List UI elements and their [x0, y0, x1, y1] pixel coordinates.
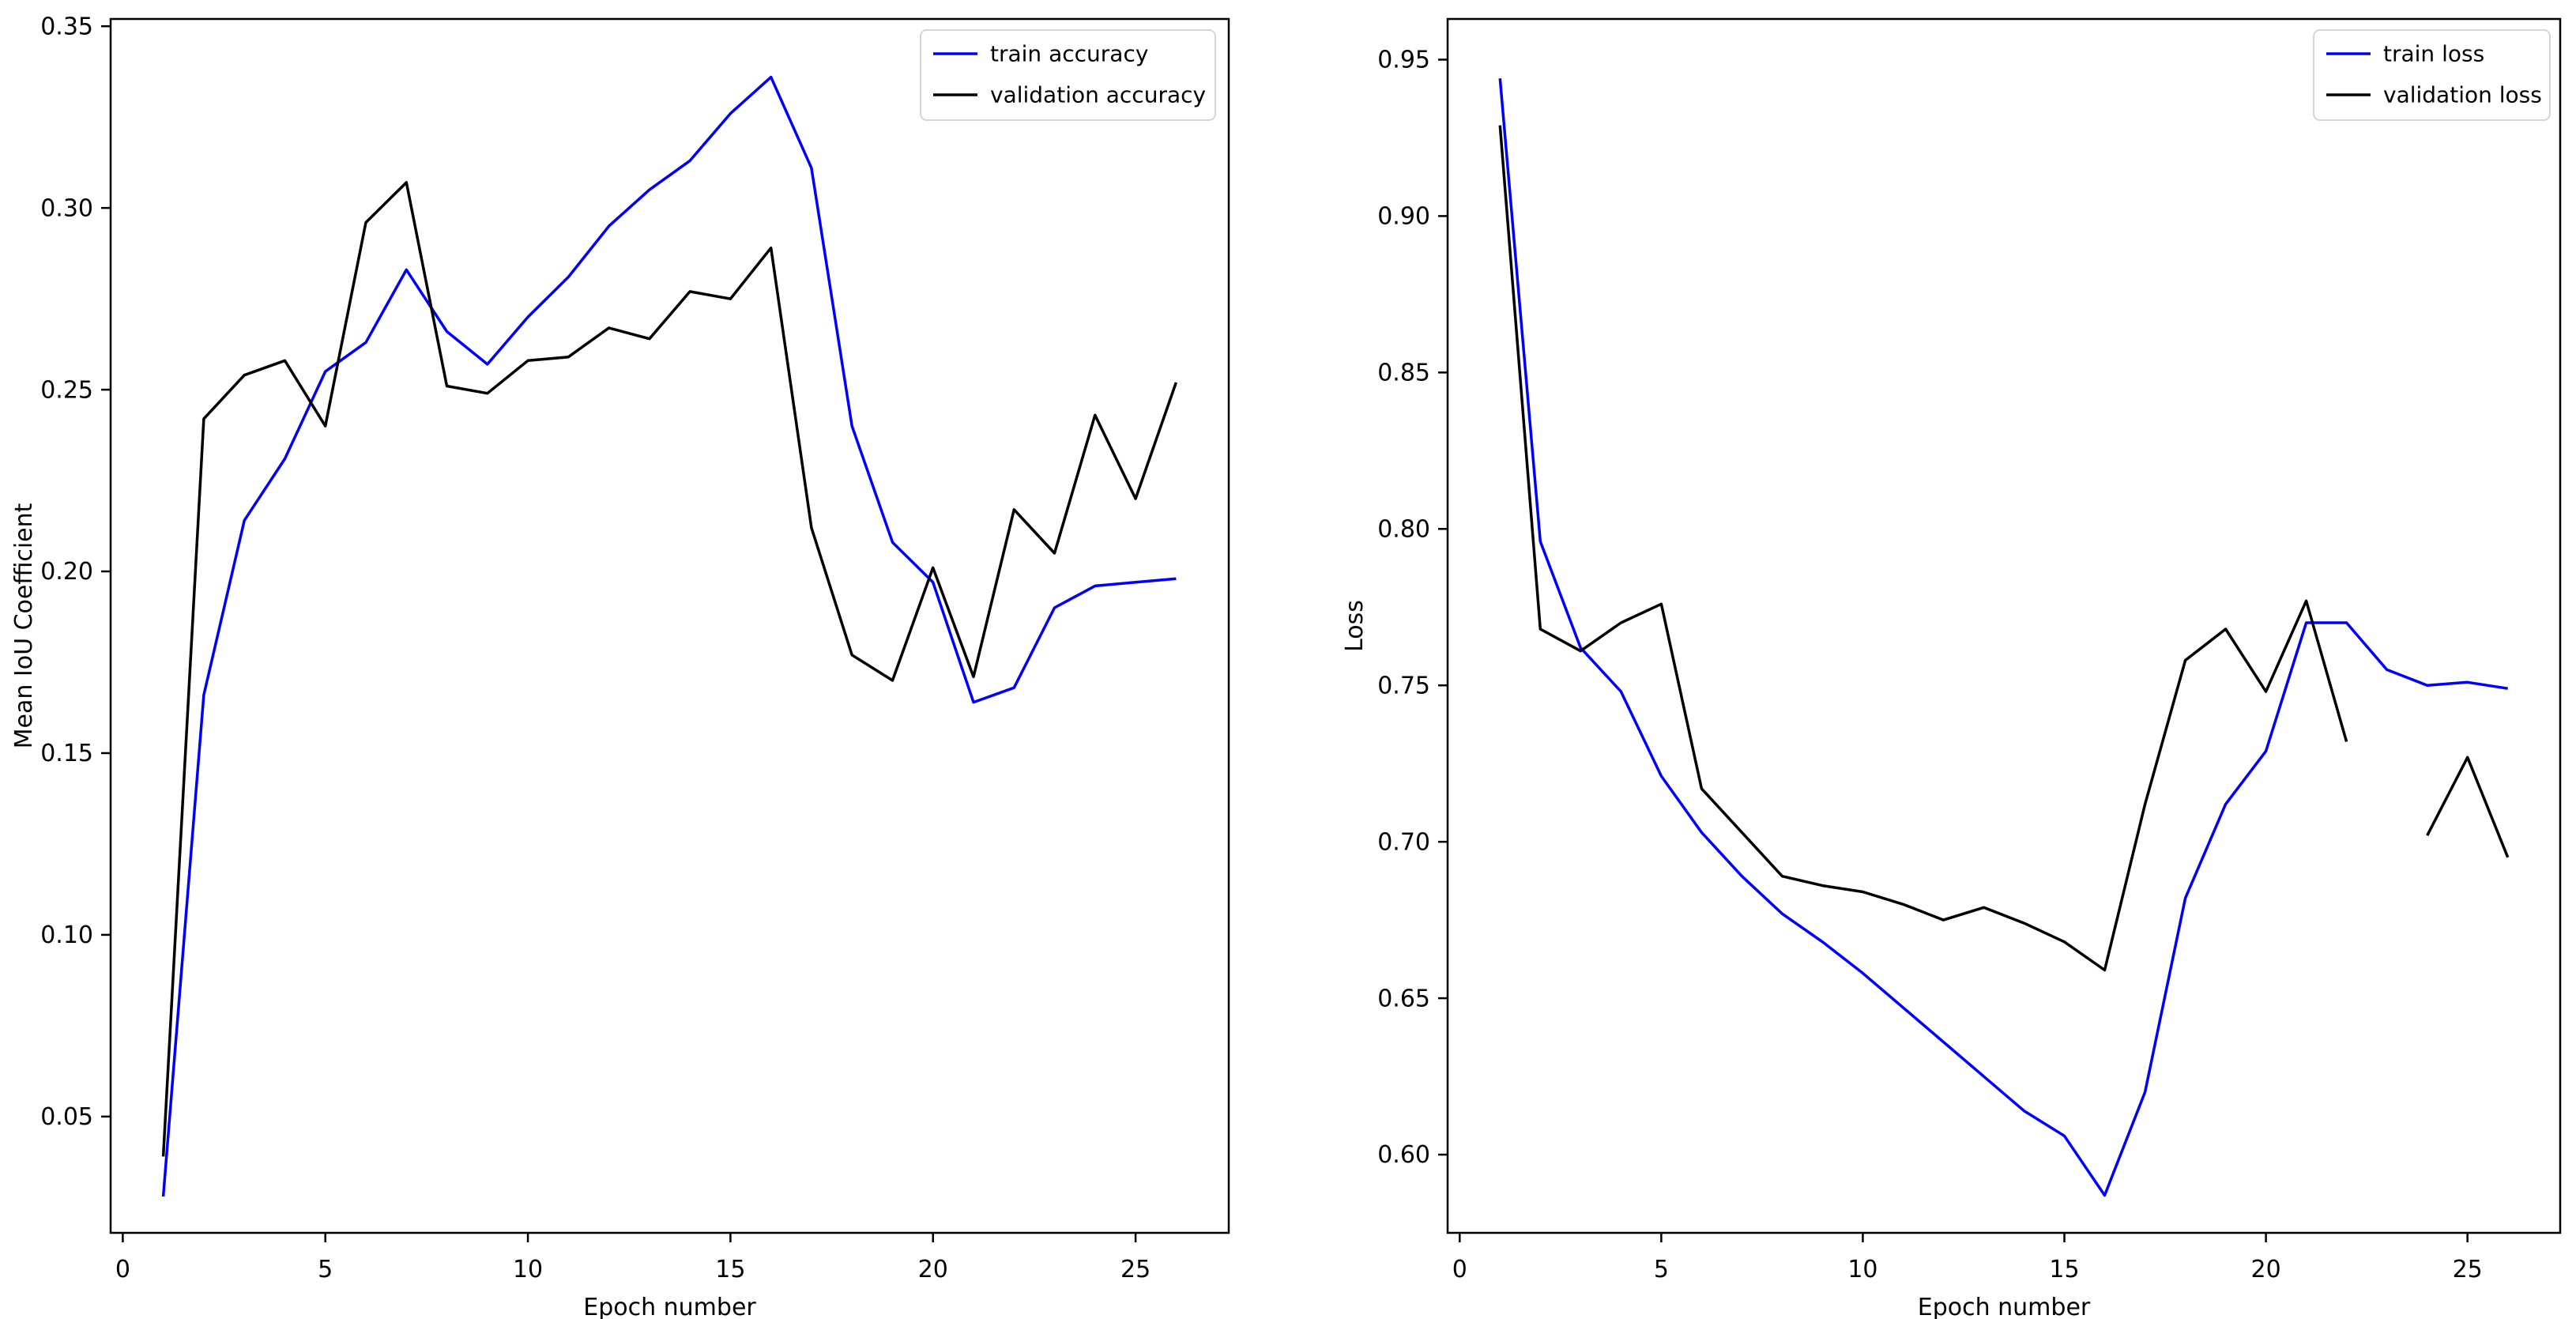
legend: train accuracy validation accuracy — [920, 29, 1216, 121]
legend: train loss validation loss — [2313, 29, 2551, 121]
legend-box — [920, 29, 1216, 121]
y-tick-label: 0.05 — [40, 1103, 93, 1131]
x-tick-label: 10 — [1847, 1256, 1877, 1283]
plot-border — [1446, 17, 2562, 1234]
y-tick-label: 0.80 — [1377, 515, 1430, 543]
y-tick-label: 0.15 — [40, 740, 93, 767]
y-tick-label: 0.85 — [1377, 360, 1430, 387]
x-tick-label: 20 — [918, 1256, 948, 1283]
train-loss-line — [1498, 78, 2508, 1197]
y-tick-label: 0.35 — [40, 13, 93, 40]
y-tick-label: 0.60 — [1377, 1141, 1430, 1169]
legend-label: train loss — [2383, 41, 2484, 67]
validation-accuracy-line — [161, 181, 1178, 1157]
loss-chart: 0.60 0.65 0.70 0.75 0.80 0.85 0.90 0.95 0 5 10 15 20… — [1341, 17, 2562, 1319]
x-tick-label: 20 — [2251, 1256, 2281, 1283]
legend-label: validation accuracy — [990, 82, 1206, 108]
validation-loss-line — [1498, 125, 2510, 972]
plot-border — [109, 17, 1230, 1234]
y-tick-label: 0.90 — [1377, 203, 1430, 231]
y-tick-label: 0.25 — [40, 376, 93, 404]
x-tick-label: 15 — [715, 1256, 745, 1283]
x-tick-label: 10 — [513, 1256, 543, 1283]
legend-label: validation loss — [2383, 82, 2542, 108]
x-axis-label: Epoch number — [583, 1294, 756, 1319]
x-tick-label: 15 — [2049, 1256, 2079, 1283]
y-tick-label: 0.10 — [40, 921, 93, 949]
y-tick-label: 0.95 — [1377, 47, 1430, 74]
legend-label: train accuracy — [990, 41, 1148, 67]
y-tick-label: 0.65 — [1377, 985, 1430, 1012]
y-tick-label: 0.20 — [40, 558, 93, 586]
x-tick-label: 0 — [115, 1256, 130, 1283]
y-tick-label: 0.75 — [1377, 672, 1430, 699]
x-tick-label: 5 — [318, 1256, 333, 1283]
y-axis-label: Loss — [1341, 600, 1369, 652]
y-axis-label: Mean IoU Coefficient — [10, 503, 38, 748]
x-tick-label: 5 — [1654, 1256, 1669, 1283]
y-tick-label: 0.70 — [1377, 828, 1430, 856]
x-tick-label: 25 — [2453, 1256, 2483, 1283]
x-tick-label: 0 — [1452, 1256, 1467, 1283]
accuracy-chart: 0.05 0.10 0.15 0.20 0.25 0.30 0.35 0 5 10 15 20 25 Ep… — [10, 13, 1230, 1319]
legend-box — [2313, 29, 2551, 121]
x-tick-label: 25 — [1120, 1256, 1151, 1283]
y-tick-label: 0.30 — [40, 194, 93, 222]
x-axis-label: Epoch number — [1918, 1294, 2091, 1319]
train-accuracy-line — [161, 75, 1177, 1197]
